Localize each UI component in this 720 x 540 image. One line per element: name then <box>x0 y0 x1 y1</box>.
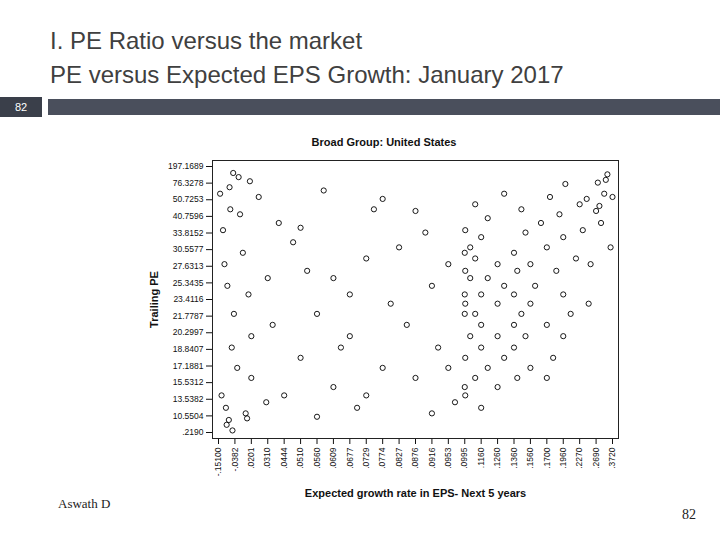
svg-text:197.1689: 197.1689 <box>168 161 204 171</box>
svg-text:.0876: .0876 <box>410 447 420 469</box>
svg-text:-.15100: -.15100 <box>213 447 223 476</box>
svg-text:.0995: .0995 <box>459 447 469 469</box>
svg-text:.0310: .0310 <box>262 447 272 469</box>
svg-text:.0953: .0953 <box>443 447 453 469</box>
svg-text:.2690: .2690 <box>591 447 601 469</box>
html-text:Aswath D: Aswath D <box>58 496 111 511</box>
html-text:PE versus Expected EPS Growth:: PE versus Expected EPS Growth: January 2… <box>50 61 564 88</box>
svg-text:20.2997: 20.2997 <box>173 327 204 337</box>
svg-text:.2190: .2190 <box>182 427 204 437</box>
svg-text:Expected growth rate in EPS- N: Expected growth rate in EPS- Next 5 year… <box>305 487 526 499</box>
svg-text:.0201: .0201 <box>246 447 256 469</box>
svg-text:.0827: .0827 <box>394 447 404 469</box>
svg-text:21.7787: 21.7787 <box>173 311 204 321</box>
svg-text:13.5382: 13.5382 <box>173 394 204 404</box>
html-text:82: 82 <box>682 507 696 522</box>
svg-text:.1360: .1360 <box>509 447 519 469</box>
svg-text:15.5312: 15.5312 <box>173 377 204 387</box>
svg-text:.0560: .0560 <box>312 447 322 469</box>
svg-text:.1160: .1160 <box>476 447 486 468</box>
svg-text:76.3278: 76.3278 <box>173 178 204 188</box>
svg-text:.1560: .1560 <box>525 447 535 469</box>
svg-text:.0609: .0609 <box>328 447 338 469</box>
svg-text:Trailing PE: Trailing PE <box>148 271 160 328</box>
svg-text:.2270: .2270 <box>574 447 584 469</box>
svg-text:10.5504: 10.5504 <box>173 411 204 421</box>
html-text:Broad Group: United States: Broad Group: United States <box>311 136 457 148</box>
svg-text:50.7253: 50.7253 <box>173 194 204 204</box>
svg-text:18.8407: 18.8407 <box>173 344 204 354</box>
svg-text:.3720: .3720 <box>607 447 617 469</box>
svg-text:.0916: .0916 <box>427 447 437 469</box>
svg-text:.0444: .0444 <box>279 447 289 469</box>
svg-text:.0677: .0677 <box>345 447 355 469</box>
svg-text:17.1881: 17.1881 <box>173 361 204 371</box>
svg-text:33.8152: 33.8152 <box>173 228 204 238</box>
svg-text:.0774: .0774 <box>377 447 387 469</box>
html-text:82: 82 <box>14 101 28 113</box>
svg-text:.1260: .1260 <box>492 447 502 469</box>
svg-text:.1700: .1700 <box>542 447 552 469</box>
svg-text:.1960: .1960 <box>558 447 568 469</box>
svg-text:23.4116: 23.4116 <box>173 294 203 304</box>
svg-text:.0510: .0510 <box>295 447 305 469</box>
html-text:I. PE Ratio versus the market: I. PE Ratio versus the market <box>50 27 363 54</box>
svg-text:27.6313: 27.6313 <box>173 261 204 271</box>
svg-text:-.0382: -.0382 <box>230 447 240 471</box>
svg-text:.0729: .0729 <box>361 447 371 469</box>
svg-text:30.5577: 30.5577 <box>173 244 204 254</box>
svg-text:25.3435: 25.3435 <box>173 278 204 288</box>
svg-text:40.7596: 40.7596 <box>173 211 204 221</box>
